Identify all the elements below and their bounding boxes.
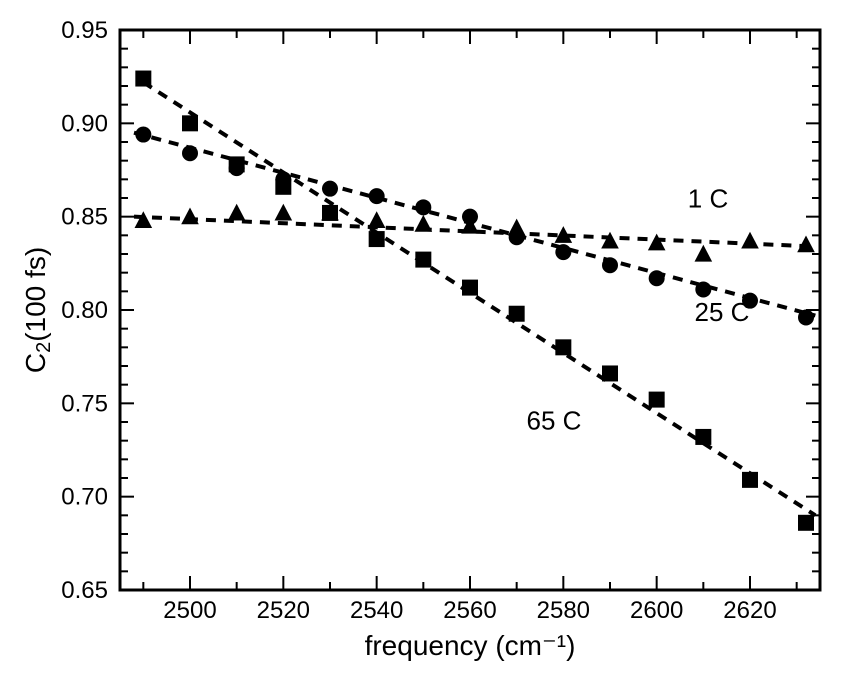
x-tick-label: 2600 (630, 597, 683, 624)
marker-circle (135, 127, 151, 143)
marker-triangle (508, 219, 526, 236)
marker-triangle (741, 232, 759, 249)
series-label-65-C: 65 C (527, 405, 582, 435)
y-axis-label: C2(100 fs) (20, 247, 55, 373)
marker-triangle (181, 207, 199, 224)
x-tick-label: 2500 (163, 597, 216, 624)
marker-circle (649, 270, 665, 286)
marker-triangle (648, 234, 666, 251)
x-tick-label: 2560 (443, 597, 496, 624)
x-tick-label: 2620 (723, 597, 776, 624)
chart-container: 2500 2520 2540 2560 2580 2600 2620 frequency (c… (0, 0, 860, 686)
y-tick-label: 0.95 (61, 17, 108, 44)
y-tick-label: 0.75 (61, 390, 108, 417)
marker-square (462, 280, 478, 296)
marker-square (695, 429, 711, 445)
x-tick-label: 2580 (537, 597, 590, 624)
marker-square (415, 252, 431, 268)
marker-circle (555, 244, 571, 260)
marker-square (602, 365, 618, 381)
marker-circle (602, 257, 618, 273)
marker-circle (275, 171, 291, 187)
x-axis-label: frequency (cm⁻¹) (365, 630, 576, 661)
marker-square (509, 306, 525, 322)
marker-triangle (368, 211, 386, 228)
marker-square (555, 339, 571, 355)
marker-triangle (228, 204, 246, 221)
marker-square (742, 472, 758, 488)
scatter-chart: 2500 2520 2540 2560 2580 2600 2620 frequency (c… (0, 0, 860, 686)
marker-circle (415, 199, 431, 215)
marker-square (135, 71, 151, 87)
marker-triangle (275, 204, 293, 221)
y-tick-label: 0.90 (61, 110, 108, 137)
marker-triangle (601, 232, 619, 249)
marker-triangle (415, 215, 433, 232)
marker-square (182, 115, 198, 131)
marker-circle (695, 281, 711, 297)
marker-circle (229, 160, 245, 176)
marker-square (369, 231, 385, 247)
y-tick-label: 0.80 (61, 297, 108, 324)
marker-circle (322, 181, 338, 197)
marker-square (798, 515, 814, 531)
marker-triangle (695, 245, 713, 262)
series-label-25-C: 25 C (695, 297, 750, 327)
marker-circle (369, 188, 385, 204)
marker-circle (798, 309, 814, 325)
marker-circle (182, 145, 198, 161)
marker-triangle (135, 211, 153, 228)
y-tick-label: 0.70 (61, 484, 108, 511)
x-tick-label: 2540 (350, 597, 403, 624)
y-tick-label: 0.65 (61, 577, 108, 604)
series-label-1-C: 1 C (688, 183, 728, 213)
marker-square (649, 392, 665, 408)
y-tick-label: 0.85 (61, 204, 108, 231)
x-tick-label: 2520 (257, 597, 310, 624)
